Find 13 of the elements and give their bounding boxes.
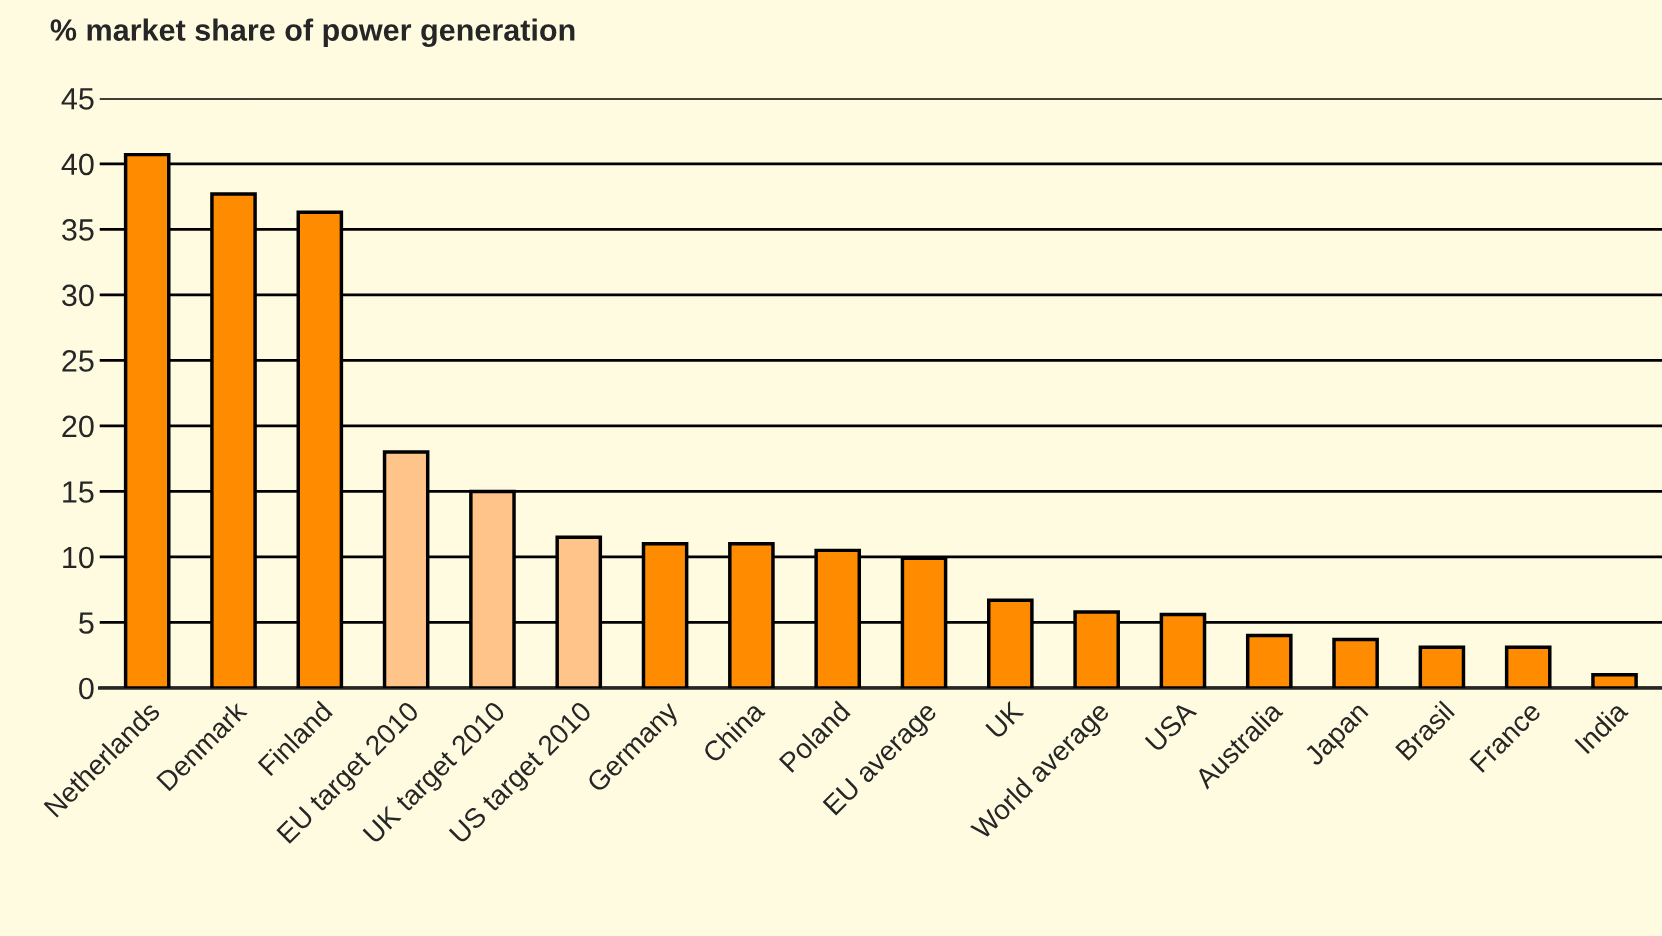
y-tick-label: 25 — [62, 350, 94, 372]
y-tick-label: 5 — [79, 612, 94, 634]
y-tick-label: 0 — [79, 677, 94, 700]
y-tick-label: 35 — [62, 219, 94, 241]
y-tick-label: 45 — [61, 88, 94, 110]
y-tick-label: 15 — [63, 481, 94, 503]
y-tick-label: 20 — [62, 415, 94, 438]
x-tick-label: UK — [985, 700, 1025, 740]
y-tick-label: 10 — [63, 546, 94, 569]
y-tick-label: 30 — [62, 284, 94, 307]
x-tick-label: USA — [1144, 699, 1198, 753]
chart-title: % market share of power generation — [50, 18, 575, 48]
y-tick-label: 40 — [61, 153, 94, 176]
